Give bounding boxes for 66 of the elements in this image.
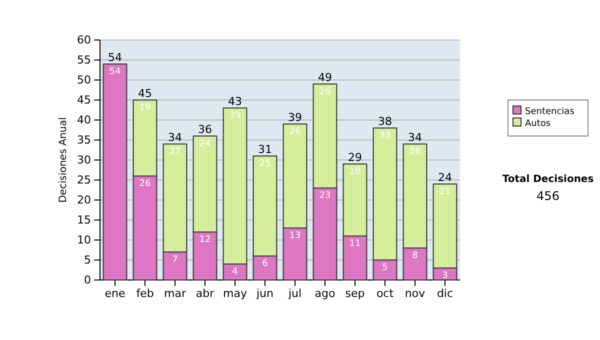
data-label: 11 xyxy=(349,239,361,249)
data-label: 39 xyxy=(229,111,241,121)
y-tick-label: 50 xyxy=(77,74,91,87)
data-label: 24 xyxy=(199,139,211,149)
data-label: 6 xyxy=(262,259,268,269)
data-label: 18 xyxy=(349,167,361,177)
data-label: 8 xyxy=(412,251,418,261)
data-label: 27 xyxy=(169,147,181,157)
x-tick-label: abr xyxy=(196,286,215,300)
total-label: 38 xyxy=(378,115,392,128)
text: 456 xyxy=(536,189,560,203)
data-label: 26 xyxy=(319,87,331,97)
y-tick-label: 55 xyxy=(77,54,91,67)
data-label: 23 xyxy=(319,191,331,201)
total-label: 34 xyxy=(408,131,422,144)
y-axis-title: Decisiones Anual xyxy=(58,117,69,203)
x-tick-label: oct xyxy=(376,286,394,300)
y-tick-label: 30 xyxy=(77,154,91,167)
y-tick-label: 15 xyxy=(77,214,91,227)
data-label: 19 xyxy=(139,103,151,113)
data-label: 12 xyxy=(199,235,211,245)
bar xyxy=(102,64,128,280)
x-tick-label: may xyxy=(223,286,248,300)
y-tick-label: 0 xyxy=(84,274,91,287)
data-label: 5 xyxy=(382,263,388,273)
y-tick-label: 25 xyxy=(77,174,91,187)
x-tick-label: dic xyxy=(436,286,454,300)
legend-label: Autos xyxy=(525,119,551,129)
total-label: 29 xyxy=(348,151,362,164)
total-label: 24 xyxy=(438,171,452,184)
y-tick-label: 40 xyxy=(77,114,91,127)
text: Total Decisiones xyxy=(502,174,594,185)
y-tick-label: 60 xyxy=(77,34,91,47)
data-label: 54 xyxy=(109,67,121,77)
x-tick-label: feb xyxy=(136,286,154,300)
y-tick-label: 35 xyxy=(77,134,91,147)
legend-label: Sentencias xyxy=(525,107,575,117)
data-label: 26 xyxy=(409,147,421,157)
data-label: 26 xyxy=(139,179,151,189)
total-label: 36 xyxy=(198,123,212,136)
total-label: 31 xyxy=(258,143,272,156)
x-tick-label: nov xyxy=(404,286,426,300)
total-label: 43 xyxy=(228,95,242,108)
total-label: 54 xyxy=(108,51,122,64)
x-tick-label: sep xyxy=(345,286,365,300)
data-label: 33 xyxy=(379,131,391,141)
y-tick-label: 10 xyxy=(77,234,91,247)
x-tick-label: ago xyxy=(314,286,336,300)
data-label: 3 xyxy=(442,271,448,281)
y-tick-label: 5 xyxy=(84,254,91,267)
x-tick-label: jul xyxy=(287,286,302,300)
x-tick-label: ene xyxy=(104,286,126,300)
y-tick-label: 20 xyxy=(77,194,91,207)
x-tick-label: mar xyxy=(164,286,186,300)
data-label: 4 xyxy=(232,267,238,277)
data-label: 7 xyxy=(172,255,178,265)
x-tick-label: jun xyxy=(256,286,274,300)
y-tick-label: 45 xyxy=(77,94,91,107)
total-label: 45 xyxy=(138,87,152,100)
total-label: 34 xyxy=(168,131,182,144)
data-label: 13 xyxy=(289,231,301,241)
data-label: 26 xyxy=(289,127,301,137)
data-label: 21 xyxy=(439,187,451,197)
total-label: 39 xyxy=(288,111,302,124)
total-label: 49 xyxy=(318,71,332,84)
data-label: 25 xyxy=(259,159,271,169)
